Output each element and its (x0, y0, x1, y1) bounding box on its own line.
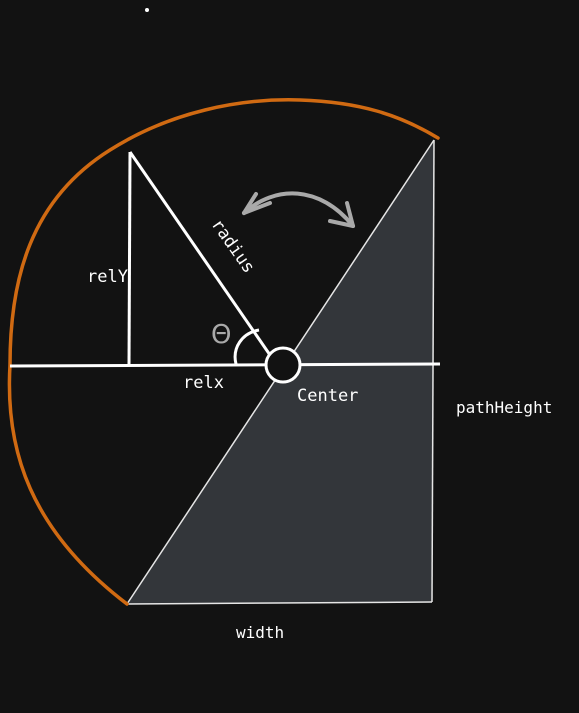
radius-line (128, 151, 272, 356)
rel-y-label: relY (87, 267, 128, 287)
rel-x-label: relx (183, 373, 224, 393)
radius-label: radius (207, 215, 259, 277)
stray-dot (145, 8, 149, 12)
width-line (126, 601, 433, 605)
width-label: width (236, 623, 284, 642)
center-label: Center (297, 386, 358, 406)
path-height-label: pathHeight (456, 398, 552, 417)
path-height-line (431, 139, 435, 603)
horizontal-axis (9, 362, 441, 368)
circle-arc (7, 98, 440, 606)
theta-angle-arc (233, 328, 260, 365)
theta-label: Θ (211, 320, 231, 350)
swing-arrow-icon (242, 191, 355, 228)
center-point (264, 346, 302, 384)
rel-y-line (127, 151, 132, 367)
